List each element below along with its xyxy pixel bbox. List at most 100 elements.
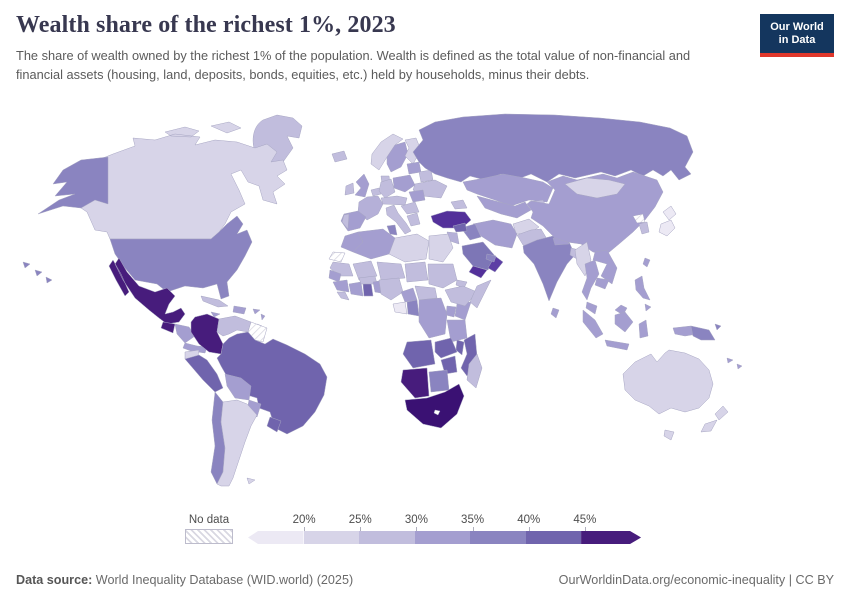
region-malawi[interactable] bbox=[455, 339, 465, 356]
region-mexico[interactable] bbox=[108, 257, 186, 325]
region-australia[interactable] bbox=[622, 349, 714, 415]
region-botswana[interactable] bbox=[428, 369, 450, 393]
region-papua-new-guinea[interactable] bbox=[690, 323, 722, 341]
region-guatemala[interactable] bbox=[160, 321, 176, 334]
region-thailand[interactable] bbox=[581, 259, 600, 301]
region-egypt[interactable] bbox=[428, 233, 454, 263]
region-oman[interactable] bbox=[487, 255, 504, 273]
region-syria[interactable] bbox=[452, 222, 468, 233]
region-caucasus[interactable] bbox=[450, 199, 468, 210]
region-nigeria[interactable] bbox=[378, 277, 404, 301]
legend-bin-1[interactable] bbox=[303, 531, 360, 544]
region-germany[interactable] bbox=[378, 178, 396, 199]
legend-bin-4[interactable] bbox=[470, 531, 526, 544]
region-poland-czechia[interactable] bbox=[392, 174, 416, 193]
region-india[interactable] bbox=[522, 235, 576, 302]
region-sweden[interactable] bbox=[386, 141, 409, 173]
legend-bin-2[interactable] bbox=[359, 531, 415, 544]
region-guinea[interactable] bbox=[332, 279, 350, 293]
region-honduras-nicaragua[interactable] bbox=[174, 323, 196, 344]
no-data-swatch[interactable] bbox=[185, 529, 233, 544]
region-belarus[interactable] bbox=[418, 169, 434, 183]
region-drc[interactable] bbox=[418, 297, 448, 339]
region-zimbabwe[interactable] bbox=[440, 355, 458, 375]
region-venezuela[interactable] bbox=[216, 315, 252, 337]
region-hispaniola[interactable] bbox=[232, 305, 247, 315]
region-mozambique[interactable] bbox=[460, 333, 478, 377]
region-balkans[interactable] bbox=[400, 201, 420, 215]
region-yemen[interactable] bbox=[468, 265, 488, 279]
region-south-korea[interactable] bbox=[638, 221, 650, 235]
region-puerto-rico[interactable] bbox=[252, 308, 261, 315]
legend-bin-0[interactable] bbox=[248, 531, 304, 544]
region-indonesia[interactable] bbox=[582, 309, 698, 351]
region-guianas[interactable] bbox=[247, 321, 268, 343]
owid-logo[interactable]: Our World in Data bbox=[760, 14, 834, 58]
region-tunisia[interactable] bbox=[386, 224, 398, 236]
region-congo[interactable] bbox=[406, 299, 420, 317]
region-canada[interactable] bbox=[74, 121, 288, 240]
region-chad[interactable] bbox=[404, 261, 429, 283]
cc-by-link[interactable]: CC BY bbox=[795, 573, 835, 587]
region-ireland[interactable] bbox=[344, 182, 355, 196]
region-portugal[interactable] bbox=[341, 213, 350, 230]
region-china[interactable] bbox=[526, 171, 664, 255]
region-niger[interactable] bbox=[376, 261, 406, 281]
region-new-zealand[interactable] bbox=[700, 405, 729, 433]
region-peru[interactable] bbox=[184, 354, 224, 393]
region-hawaii[interactable] bbox=[22, 261, 53, 284]
region-iceland[interactable] bbox=[331, 150, 348, 163]
region-central-african-republic[interactable] bbox=[414, 285, 438, 301]
region-sudan[interactable] bbox=[427, 263, 458, 289]
region-gabon[interactable] bbox=[392, 301, 408, 315]
region-cuba[interactable] bbox=[200, 295, 229, 308]
legend-bin-3[interactable] bbox=[414, 531, 471, 544]
region-sri-lanka[interactable] bbox=[550, 307, 560, 319]
region-mali[interactable] bbox=[352, 260, 378, 281]
region-mongolia[interactable] bbox=[564, 177, 626, 199]
region-argentina[interactable] bbox=[216, 399, 258, 487]
region-uganda[interactable] bbox=[445, 305, 457, 318]
region-usa[interactable] bbox=[109, 215, 253, 300]
region-uzbekistan-turkmenistan[interactable] bbox=[476, 195, 532, 219]
region-western-sahara[interactable] bbox=[328, 251, 346, 263]
region-italy[interactable] bbox=[385, 204, 412, 235]
region-cameroon[interactable] bbox=[400, 287, 418, 303]
region-united-kingdom[interactable] bbox=[354, 173, 370, 198]
region-tanzania[interactable] bbox=[446, 319, 468, 343]
region-uae[interactable] bbox=[485, 253, 497, 263]
region-uruguay[interactable] bbox=[266, 416, 282, 433]
region-angola[interactable] bbox=[402, 339, 436, 369]
owid-link[interactable]: OurWorldinData.org/economic-inequality bbox=[558, 573, 786, 587]
region-saudi-arabia[interactable] bbox=[461, 241, 496, 271]
region-algeria[interactable] bbox=[352, 228, 396, 260]
region-madagascar[interactable] bbox=[466, 353, 483, 389]
region-benelux[interactable] bbox=[370, 187, 382, 197]
region-pacific-islands[interactable] bbox=[726, 357, 743, 370]
region-libya[interactable] bbox=[388, 233, 430, 263]
region-cambodia[interactable] bbox=[594, 277, 610, 290]
region-north-korea[interactable] bbox=[632, 213, 646, 224]
region-tasmania[interactable] bbox=[663, 429, 675, 441]
legend-bin-6[interactable] bbox=[581, 531, 641, 544]
region-russia[interactable] bbox=[412, 113, 694, 183]
region-somalia[interactable] bbox=[469, 279, 492, 309]
region-falkland-islands[interactable] bbox=[246, 477, 256, 485]
legend-bin-5[interactable] bbox=[525, 531, 582, 544]
region-namibia[interactable] bbox=[400, 367, 430, 399]
region-philippines[interactable] bbox=[634, 275, 652, 312]
region-zambia[interactable] bbox=[434, 337, 458, 359]
region-greece[interactable] bbox=[406, 212, 421, 227]
region-ivory-coast[interactable] bbox=[348, 281, 364, 297]
region-japan[interactable] bbox=[658, 205, 677, 237]
region-taiwan[interactable] bbox=[642, 257, 651, 268]
region-iran[interactable] bbox=[472, 219, 518, 249]
region-jamaica[interactable] bbox=[210, 311, 221, 318]
region-sierra-leone-liberia[interactable] bbox=[336, 291, 350, 301]
region-south-africa[interactable] bbox=[404, 383, 465, 429]
region-costa-rica-panama[interactable] bbox=[182, 342, 208, 354]
region-ethiopia[interactable] bbox=[444, 285, 478, 307]
region-central-europe[interactable] bbox=[380, 195, 408, 206]
region-romania[interactable] bbox=[408, 189, 426, 203]
region-kazakhstan[interactable] bbox=[462, 173, 554, 207]
